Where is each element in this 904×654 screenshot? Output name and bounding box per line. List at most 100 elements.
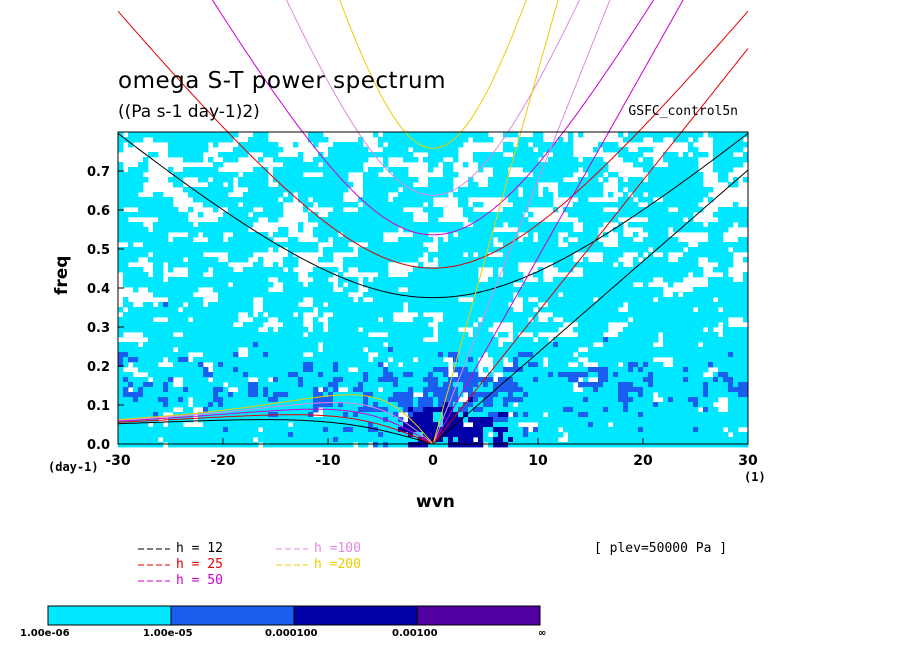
contour-cell [183,132,189,138]
contour-cell [128,412,134,418]
contour-cell [398,257,404,263]
contour-cell [463,307,469,313]
contour-cell [578,302,584,308]
contour-cell [408,347,414,353]
contour-cell [213,162,219,168]
contour-cell [413,177,419,183]
contour-cell [138,367,144,373]
contour-cell [513,387,519,393]
contour-cell [578,397,584,403]
contour-cell [508,317,514,323]
contour-cell [403,187,409,193]
contour-cell [418,387,424,393]
contour-cell [138,432,144,438]
contour-cell [323,347,329,353]
contour-cell [613,387,619,393]
contour-cell [338,187,344,193]
contour-cell [253,317,259,323]
contour-cell [513,202,519,208]
contour-cell [303,382,309,388]
contour-cell [503,192,509,198]
contour-cell [578,197,584,203]
contour-cell [453,147,459,153]
contour-cell [238,427,244,433]
contour-cell [173,177,179,183]
contour-cell [523,207,529,213]
contour-cell [483,247,489,253]
contour-cell [163,352,169,358]
contour-cell [568,132,574,138]
contour-cell [578,277,584,283]
contour-cell [198,432,204,438]
contour-cell [328,392,334,398]
contour-cell [313,302,319,308]
contour-cell [598,302,604,308]
contour-cell [168,397,174,403]
contour-cell [558,312,564,318]
contour-cell [383,427,389,433]
contour-cell [188,272,194,278]
contour-cell [248,412,254,418]
contour-cell [553,357,559,363]
contour-cell [473,182,479,188]
contour-cell [413,387,419,393]
contour-cell [383,157,389,163]
contour-cell [423,142,429,148]
contour-cell [313,337,319,343]
contour-cell [448,282,454,288]
contour-cell [413,412,419,418]
contour-cell [388,152,394,158]
contour-cell [243,292,249,298]
contour-cell [338,227,344,233]
contour-cell [468,352,474,358]
contour-cell [228,327,234,333]
contour-cell [248,427,254,433]
contour-cell [338,397,344,403]
contour-cell [593,212,599,218]
contour-cell [548,422,554,428]
contour-cell [398,427,404,433]
contour-cell [208,157,214,163]
contour-cell [178,392,184,398]
contour-cell [383,132,389,138]
contour-cell [368,342,374,348]
contour-cell [148,327,154,333]
contour-cell [283,177,289,183]
contour-cell [183,242,189,248]
contour-cell [488,152,494,158]
contour-cell [193,272,199,278]
contour-cell [618,302,624,308]
contour-cell [413,257,419,263]
contour-cell [598,367,604,373]
contour-cell [338,237,344,243]
contour-cell [443,437,449,443]
contour-cell [518,392,524,398]
contour-cell [488,257,494,263]
contour-cell [478,397,484,403]
contour-cell [518,382,524,388]
contour-cell [123,267,129,273]
contour-cell [188,362,194,368]
contour-cell [403,217,409,223]
contour-cell [283,427,289,433]
contour-cell [548,392,554,398]
contour-cell [428,372,434,378]
contour-cell [288,442,294,448]
contour-cell [528,192,534,198]
contour-cell [153,437,159,443]
contour-cell [478,337,484,343]
contour-cell [533,292,539,298]
contour-cell [358,222,364,228]
contour-cell [523,357,529,363]
contour-cell [258,342,264,348]
contour-cell [348,432,354,438]
contour-cell [313,137,319,143]
contour-cell [158,132,164,138]
contour-cell [458,252,464,258]
contour-cell [328,412,334,418]
contour-cell [568,247,574,253]
contour-cell [398,167,404,173]
contour-cell [538,147,544,153]
contour-cell [268,402,274,408]
contour-cell [268,197,274,203]
